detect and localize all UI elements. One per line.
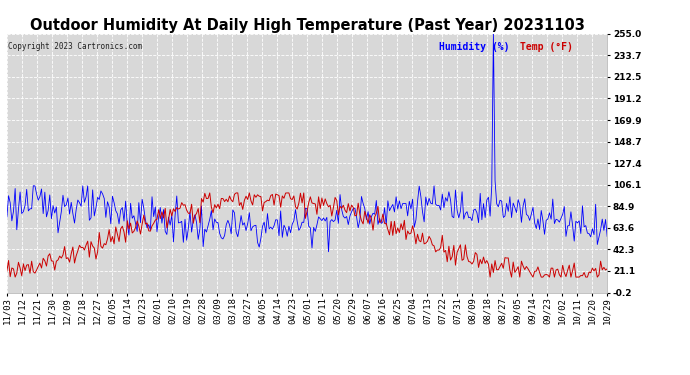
Title: Outdoor Humidity At Daily High Temperature (Past Year) 20231103: Outdoor Humidity At Daily High Temperatu… [30, 18, 584, 33]
Text: Copyright 2023 Cartronics.com: Copyright 2023 Cartronics.com [8, 42, 141, 51]
Text: Temp (°F): Temp (°F) [520, 42, 573, 51]
Text: Humidity (%): Humidity (%) [439, 42, 510, 51]
